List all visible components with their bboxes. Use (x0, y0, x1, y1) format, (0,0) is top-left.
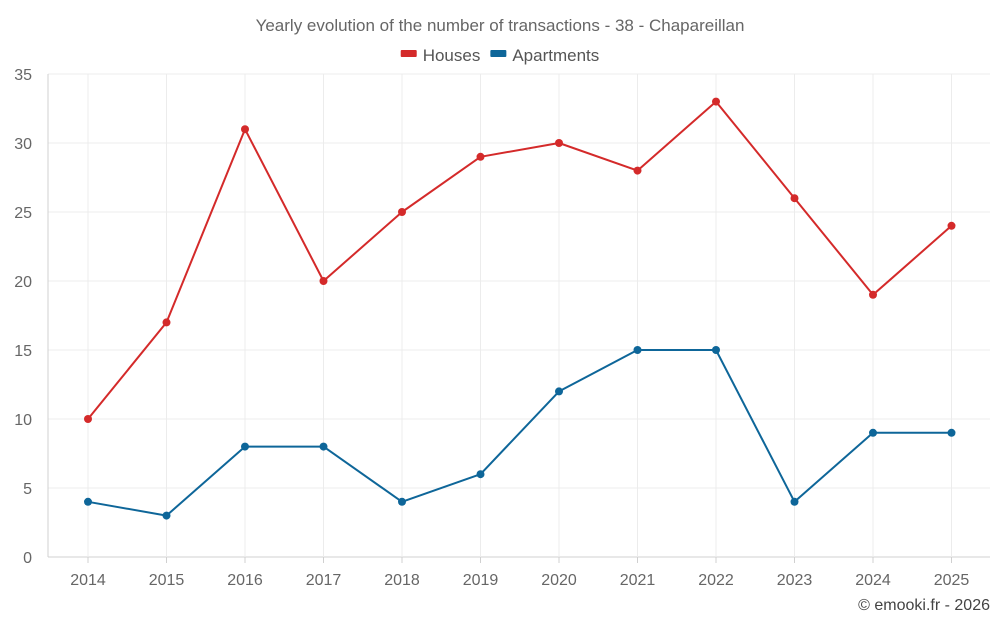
x-tick-label: 2014 (70, 572, 106, 589)
y-tick-label: 15 (14, 343, 32, 360)
y-tick-label: 25 (14, 205, 32, 222)
data-point-apartments-2022 (712, 346, 720, 354)
y-tick-label: 10 (14, 412, 32, 429)
data-point-apartments-2019 (476, 470, 485, 479)
data-point-houses-2017 (319, 277, 328, 285)
gridlines (47, 73, 990, 558)
data-point-houses-2022 (712, 97, 720, 106)
y-tick-label: 0 (23, 550, 32, 567)
data-point-apartments-2025 (947, 428, 956, 437)
series-layer (84, 97, 956, 520)
data-point-apartments-2020 (555, 387, 563, 396)
data-point-apartments-2018 (398, 497, 406, 506)
chart-title: Yearly evolution of the number of transa… (256, 16, 745, 35)
data-point-apartments-2023 (790, 497, 799, 506)
x-tick-label: 2017 (306, 572, 342, 589)
legend: Houses Apartments (400, 46, 599, 65)
y-tick-label: 35 (14, 67, 32, 84)
data-point-houses-2020 (555, 139, 563, 147)
y-tick-label: 30 (14, 136, 32, 153)
data-point-houses-2018 (398, 208, 406, 216)
legend-swatch-apartments (490, 50, 507, 57)
x-axis: 2014 2015 2016 2017 2018 2019 2020 2021 2022 2023… (70, 557, 969, 589)
data-point-houses-2021 (633, 166, 642, 175)
data-point-apartments-2017 (319, 442, 328, 451)
data-point-houses-2023 (790, 194, 799, 203)
data-point-houses-2025 (947, 221, 956, 230)
data-point-apartments-2014 (84, 497, 92, 506)
data-point-houses-2019 (476, 152, 485, 161)
credit-text: © emooki.fr - 2026 (858, 597, 990, 614)
data-point-apartments-2021 (633, 346, 642, 354)
data-point-apartments-2024 (869, 428, 877, 437)
legend-swatch-houses (400, 50, 417, 57)
legend-label-apartments: Apartments (512, 46, 599, 65)
x-tick-label: 2024 (855, 572, 891, 589)
y-tick-label: 20 (14, 274, 32, 291)
data-point-houses-2014 (84, 415, 92, 423)
x-tick-label: 2015 (149, 572, 185, 589)
data-point-apartments-2015 (162, 511, 171, 520)
x-tick-label: 2025 (934, 572, 970, 589)
x-tick-label: 2020 (541, 572, 577, 589)
series-line-houses (87, 100, 953, 420)
x-tick-label: 2016 (227, 572, 263, 589)
y-axis: 0 5 10 15 20 25 30 35 (14, 67, 32, 567)
legend-label-houses: Houses (423, 46, 481, 65)
y-tick-label: 5 (23, 481, 32, 498)
data-point-houses-2016 (241, 125, 249, 134)
x-tick-label: 2021 (620, 572, 656, 589)
data-point-houses-2015 (162, 318, 171, 327)
series-line-apartments (87, 349, 952, 517)
x-tick-label: 2022 (698, 572, 734, 589)
x-tick-label: 2019 (463, 572, 499, 589)
x-tick-label: 2023 (777, 572, 813, 589)
data-point-houses-2024 (869, 290, 877, 299)
data-point-apartments-2016 (241, 442, 249, 451)
x-tick-label: 2018 (384, 572, 420, 589)
